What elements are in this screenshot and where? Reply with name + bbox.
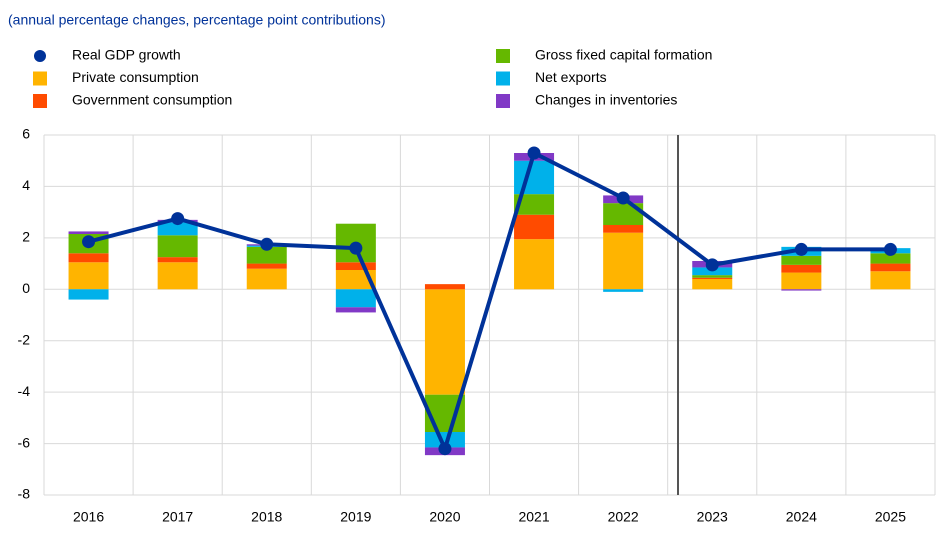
bar-segment (157, 222, 198, 236)
gdp-point (527, 146, 541, 160)
legend-label: Real GDP growth (72, 47, 181, 63)
gdp-point (349, 241, 363, 255)
bar-segment (692, 279, 733, 290)
bar-segment (68, 289, 109, 300)
gdp-line (88, 151, 891, 451)
legend-marker (34, 50, 46, 62)
x-tick-label: 2016 (73, 509, 104, 525)
marks (68, 153, 911, 456)
bar-segment (335, 289, 376, 308)
bar-segment (514, 239, 555, 290)
bar-segment (692, 275, 733, 278)
legend-marker (33, 94, 47, 108)
x-tick-label: 2020 (429, 509, 460, 525)
bar-segment (781, 272, 822, 290)
gdp-point (705, 258, 719, 272)
bar-segment (246, 246, 287, 264)
gdp-point (883, 242, 897, 256)
legend-marker (496, 49, 510, 63)
bar-segment (424, 432, 465, 448)
gdp-point (260, 237, 274, 251)
x-tick-label: 2021 (518, 509, 549, 525)
legend-marker (496, 94, 510, 108)
legend-marker (496, 71, 510, 86)
x-tick-label: 2018 (251, 509, 282, 525)
bar-segment (870, 271, 911, 290)
legend-label: Net exports (535, 69, 607, 85)
legend-label: Changes in inventories (535, 92, 677, 108)
bar-segment (603, 232, 644, 290)
gdp-point (794, 242, 808, 256)
legend-marker (33, 71, 47, 86)
x-tick-label: 2022 (608, 509, 639, 525)
bar-segment (692, 277, 733, 279)
bar-segment (335, 262, 376, 270)
bar-segment (514, 194, 555, 215)
bar-segment (157, 262, 198, 290)
chart-subtitle: (annual percentage changes, percentage p… (8, 12, 385, 28)
bar-segment (603, 225, 644, 233)
bar-segment (781, 289, 822, 291)
bar-segment (603, 289, 644, 292)
x-tick-label: 2019 (340, 509, 371, 525)
legend-label: Private consumption (72, 69, 199, 85)
y-tick-label: 2 (22, 229, 30, 245)
bar-segment (870, 253, 911, 264)
y-tick-label: -6 (18, 434, 31, 450)
y-tick-label: 6 (22, 126, 30, 142)
grid (43, 134, 936, 496)
gdp-point (438, 442, 452, 456)
bar-segment (157, 257, 198, 263)
x-tick-label: 2025 (875, 509, 906, 525)
legend-label: Gross fixed capital formation (535, 47, 712, 63)
bar-segment (157, 235, 198, 258)
gdp-point (171, 212, 185, 226)
bar-segment (424, 289, 465, 395)
y-tick-label: -4 (18, 383, 31, 399)
x-tick-label: 2017 (162, 509, 193, 525)
x-tick-label: 2023 (697, 509, 728, 525)
bar-segment (514, 214, 555, 240)
bar-segment (246, 263, 287, 269)
bar-segment (335, 307, 376, 313)
gdp-point (82, 235, 96, 249)
y-tick-label: -2 (18, 331, 31, 347)
x-tick-label: 2024 (786, 509, 817, 525)
y-tick-label: 0 (22, 280, 30, 296)
line-layer (82, 146, 897, 456)
bar-segment (514, 160, 555, 195)
bar-segment (68, 231, 109, 234)
y-tick-label: -8 (18, 486, 31, 502)
bar-segment (781, 264, 822, 273)
bar-segment (68, 253, 109, 263)
bar-segment (246, 268, 287, 290)
bar-segment (603, 203, 644, 225)
bar-segment (424, 284, 465, 290)
bar-segment (870, 263, 911, 272)
legend-label: Government consumption (72, 92, 232, 108)
y-tick-label: 4 (22, 177, 30, 193)
gdp-point (616, 191, 630, 205)
bar-segment (68, 262, 109, 290)
bar-segment (781, 255, 822, 265)
